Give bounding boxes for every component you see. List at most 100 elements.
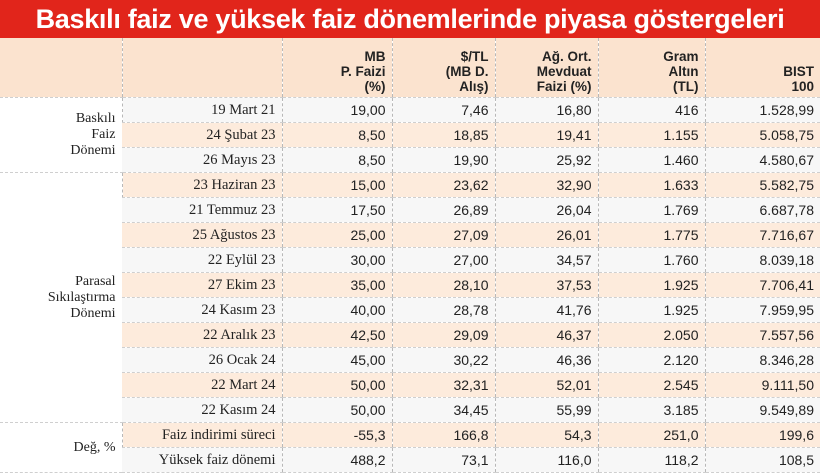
header-cell: BIST 100 xyxy=(704,38,820,98)
cell: 118,2 xyxy=(597,447,705,473)
cell: 7.706,41 xyxy=(704,272,820,298)
cell: 30,22 xyxy=(391,347,495,373)
row-label: Faiz indirimi süreci xyxy=(121,422,282,448)
cell: 30,00 xyxy=(281,247,392,273)
cell: 73,1 xyxy=(391,447,495,473)
cell: 25,92 xyxy=(494,147,598,173)
header-cell xyxy=(0,38,122,98)
header-cell: Ağ. Ort. Mevduat Faizi (%) xyxy=(494,38,598,98)
cell: 2.050 xyxy=(597,322,705,348)
header-text: 100 xyxy=(791,79,814,94)
cell: 52,01 xyxy=(494,372,598,398)
cell: 8.039,18 xyxy=(704,247,820,273)
cell: 2.545 xyxy=(597,372,705,398)
header-text: BIST xyxy=(783,64,814,79)
cell: 40,00 xyxy=(281,297,392,323)
cell: 1.155 xyxy=(597,122,705,148)
table-row: 22 Kasım 24 50,00 34,45 55,99 3.185 9.549,89 xyxy=(0,397,820,423)
row-label: 24 Kasım 23 xyxy=(122,297,282,323)
group-text: Dönemi xyxy=(70,143,116,158)
header-cell xyxy=(121,38,282,98)
cell: 1.633 xyxy=(597,172,705,198)
cell: 45,00 xyxy=(281,347,392,373)
cell: 41,76 xyxy=(494,297,598,323)
cell: 46,37 xyxy=(494,322,598,348)
cell: 27,09 xyxy=(391,222,495,248)
header-text: Faizi (%) xyxy=(536,79,592,94)
row-label: Yüksek faiz dönemi xyxy=(122,447,282,473)
cell: 8,50 xyxy=(281,122,392,148)
cell: 108,5 xyxy=(704,447,820,473)
cell: 32,90 xyxy=(494,172,598,198)
cell: 251,0 xyxy=(597,422,705,448)
header-text: Mevduat xyxy=(536,64,592,79)
header-text: (MB D. xyxy=(445,64,489,79)
cell: 1.925 xyxy=(597,297,705,323)
cell: 7.959,95 xyxy=(704,297,820,323)
cell: 1.775 xyxy=(597,222,705,248)
table-row: 25 Ağustos 23 25,00 27,09 26,01 1.775 7.716,6… xyxy=(0,222,820,248)
cell: 28,78 xyxy=(391,297,495,323)
group-label: Değ, % xyxy=(0,422,122,473)
cell: 27,00 xyxy=(391,247,495,273)
cell: 37,53 xyxy=(494,272,598,298)
cell: 50,00 xyxy=(281,397,392,423)
cell: 5.058,75 xyxy=(704,122,820,148)
header-cell: $/TL (MB D. Alış) xyxy=(391,38,495,98)
row-label: 19 Mart 21 xyxy=(121,97,282,123)
header-text: Alış) xyxy=(459,79,489,94)
row-label: 22 Eylül 23 xyxy=(122,247,282,273)
cell: 8.346,28 xyxy=(704,347,820,373)
cell: 199,6 xyxy=(704,422,820,448)
cell: 2.120 xyxy=(597,347,705,373)
cell: 19,41 xyxy=(494,122,598,148)
row-label: 27 Ekim 23 xyxy=(122,272,282,298)
table-row: 27 Ekim 23 35,00 28,10 37,53 1.925 7.706,41 xyxy=(0,272,820,298)
group-label: Parasal Sıkılaştırma Dönemi xyxy=(0,172,122,423)
cell: 32,31 xyxy=(391,372,495,398)
row-label: 26 Ocak 24 xyxy=(122,347,282,373)
cell: 4.580,67 xyxy=(704,147,820,173)
cell: 116,0 xyxy=(494,447,598,473)
cell: 3.185 xyxy=(597,397,705,423)
table-row: 21 Temmuz 23 17,50 26,89 26,04 1.769 6.687,78 xyxy=(0,197,820,223)
cell: 166,8 xyxy=(391,422,495,448)
group-text: Baskılı xyxy=(75,111,116,126)
table-row: 24 Şubat 23 8,50 18,85 19,41 1.155 5.058,75 xyxy=(0,122,820,148)
row-label: 22 Kasım 24 xyxy=(122,397,282,423)
cell: 15,00 xyxy=(281,172,392,198)
cell: 17,50 xyxy=(281,197,392,223)
table-row: 22 Aralık 23 42,50 29,09 46,37 2.050 7.557,56 xyxy=(0,322,820,348)
row-label: 23 Haziran 23 xyxy=(121,172,282,198)
cell: 8,50 xyxy=(281,147,392,173)
cell: 9.549,89 xyxy=(704,397,820,423)
table-row: 22 Eylül 23 30,00 27,00 34,57 1.760 8.039,18 xyxy=(0,247,820,273)
cell: 26,89 xyxy=(391,197,495,223)
header-text: (%) xyxy=(364,79,386,94)
header-text: $/TL xyxy=(460,49,489,64)
cell: 18,85 xyxy=(391,122,495,148)
header-cell: MB P. Faizi (%) xyxy=(281,38,392,98)
cell: -55,3 xyxy=(281,422,392,448)
row-label: 22 Aralık 23 xyxy=(122,322,282,348)
cell: 1.760 xyxy=(597,247,705,273)
header-text: Gram xyxy=(663,49,699,64)
cell: 29,09 xyxy=(391,322,495,348)
cell: 23,62 xyxy=(391,172,495,198)
header-text: MB xyxy=(364,49,386,64)
cell: 6.687,78 xyxy=(704,197,820,223)
header-text: P. Faizi xyxy=(340,64,386,79)
header-cell: Gram Altın (TL) xyxy=(597,38,705,98)
header-text: (TL) xyxy=(673,79,699,94)
group-text: Dönemi xyxy=(70,305,116,321)
header-text: Ağ. Ort. xyxy=(542,49,592,64)
header-row: MB P. Faizi (%) $/TL (MB D. Alış) Ağ. Ort. Mevd… xyxy=(0,38,820,98)
cell: 488,2 xyxy=(281,447,392,473)
group-text: Sıkılaştırma xyxy=(47,289,116,305)
header-text: Altın xyxy=(668,64,699,79)
cell: 54,3 xyxy=(494,422,598,448)
table: MB P. Faizi (%) $/TL (MB D. Alış) Ağ. Ort. Mevd… xyxy=(0,38,820,473)
cell: 26,04 xyxy=(494,197,598,223)
row-label: 21 Temmuz 23 xyxy=(122,197,282,223)
